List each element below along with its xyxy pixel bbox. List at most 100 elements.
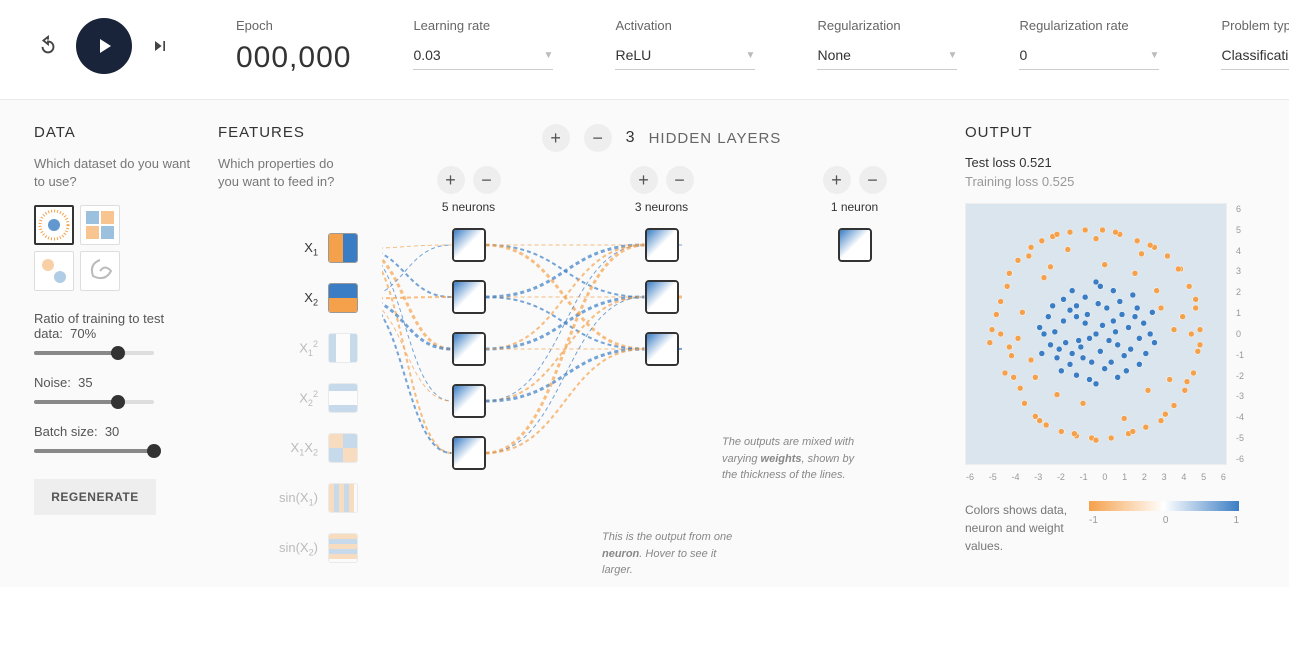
data-panel: DATA Which dataset do you want to use? [34, 124, 194, 563]
epoch-value: 000,000 [236, 41, 351, 75]
neuron-0-4[interactable] [452, 436, 486, 470]
problem-type-label: Problem type [1221, 18, 1289, 33]
activation-select[interactable]: ReLU ▼ [615, 41, 755, 70]
feature-thumb-x2[interactable] [328, 283, 358, 313]
neurons [645, 228, 679, 366]
spiral-icon [83, 254, 117, 288]
feature-label: X22 [299, 389, 318, 408]
feature-thumb-sinx1[interactable] [328, 483, 358, 513]
ratio-block: Ratio of training to test data: 70% [34, 311, 194, 355]
colormap-ticks: -101 [1089, 515, 1239, 526]
network-panel: + − 3 HIDDEN LAYERS +−5 neurons+−3 neuro… [382, 124, 941, 563]
regularization-rate-label: Regularization rate [1019, 18, 1159, 33]
add-neuron-button[interactable]: + [437, 166, 465, 194]
top-bar: Epoch 000,000 Learning rate 0.03 ▼ Activ… [0, 0, 1289, 100]
dataset-circle[interactable] [34, 205, 74, 245]
layer-1: +− 3 neurons [630, 166, 694, 470]
noise-label: Noise: 35 [34, 375, 194, 390]
hidden-layers-label: HIDDEN LAYERS [649, 130, 782, 147]
colormap: -101 [1089, 501, 1255, 526]
neuron-0-1[interactable] [452, 280, 486, 314]
dataset-gaussian[interactable] [34, 251, 74, 291]
learning-rate-label: Learning rate [413, 18, 553, 33]
problem-type-select[interactable]: Classification ▼ [1221, 41, 1289, 70]
neuron-0-2[interactable] [452, 332, 486, 366]
feature-label: X1 [304, 240, 318, 258]
circle-icon [37, 208, 71, 242]
learning-rate-field: Learning rate 0.03 ▼ [413, 18, 553, 70]
add-neuron-button[interactable]: + [823, 166, 851, 194]
output-plot[interactable]: 6543210-1-2-3-4-5-6 -6-5-4-3-2-10123456 [965, 203, 1227, 465]
problem-type-field: Problem type Classification ▼ [1221, 18, 1289, 70]
chevron-down-icon: ▼ [746, 50, 756, 61]
feature-thumb-x1[interactable] [328, 233, 358, 263]
y-axis-ticks: 6543210-1-2-3-4-5-6 [1236, 204, 1244, 464]
feature-thumb-sinx2[interactable] [328, 533, 358, 563]
add-neuron-button[interactable]: + [630, 166, 658, 194]
step-icon [150, 36, 170, 56]
batch-slider[interactable] [34, 449, 154, 453]
regularization-rate-select[interactable]: 0 ▼ [1019, 41, 1159, 70]
neurons [838, 228, 872, 262]
layer-controls: +− [630, 166, 694, 194]
output-panel: OUTPUT Test loss 0.521 Training loss 0.5… [965, 124, 1255, 563]
output-title: OUTPUT [965, 124, 1255, 141]
step-button[interactable] [146, 32, 174, 60]
chevron-down-icon: ▼ [544, 50, 554, 61]
feature-label: sin(X2) [279, 540, 318, 558]
chevron-down-icon: ▼ [948, 50, 958, 61]
feature-label: X12 [299, 339, 318, 358]
neuron-1-0[interactable] [645, 228, 679, 262]
test-loss: Test loss 0.521 [965, 155, 1255, 170]
main: DATA Which dataset do you want to use? [0, 100, 1289, 587]
feature-x2sq: X22 [218, 383, 358, 413]
dataset-spiral[interactable] [80, 251, 120, 291]
epoch-label: Epoch [236, 18, 351, 33]
noise-slider[interactable] [34, 400, 154, 404]
remove-neuron-button[interactable]: − [473, 166, 501, 194]
neuron-0-0[interactable] [452, 228, 486, 262]
features-panel: FEATURES Which properties do you want to… [218, 124, 358, 563]
feature-list: X1X2X12X22X1X2sin(X1)sin(X2) [218, 233, 358, 563]
regularization-field: Regularization None ▼ [817, 18, 957, 70]
remove-layer-button[interactable]: − [584, 124, 612, 152]
ratio-label: Ratio of training to test data: 70% [34, 311, 194, 341]
dataset-xor[interactable] [80, 205, 120, 245]
add-layer-button[interactable]: + [542, 124, 570, 152]
feature-sinx1: sin(X1) [218, 483, 358, 513]
ratio-slider[interactable] [34, 351, 154, 355]
feature-x1: X1 [218, 233, 358, 263]
feature-label: X2 [304, 290, 318, 308]
neuron-1-1[interactable] [645, 280, 679, 314]
feature-thumb-x1sq[interactable] [328, 333, 358, 363]
learning-rate-select[interactable]: 0.03 ▼ [413, 41, 553, 70]
feature-thumb-x1x2[interactable] [328, 433, 358, 463]
reset-button[interactable] [34, 32, 62, 60]
neuron-2-0[interactable] [838, 228, 872, 262]
feature-sinx2: sin(X2) [218, 533, 358, 563]
neuron-count: 3 neurons [635, 200, 688, 214]
features-help: Which properties do you want to feed in? [218, 155, 358, 191]
colormap-bar [1089, 501, 1239, 511]
play-controls [34, 18, 174, 74]
play-icon [92, 34, 116, 58]
layer-2: +−1 neuron [823, 166, 887, 470]
neuron-0-3[interactable] [452, 384, 486, 418]
regularization-rate-field: Regularization rate 0 ▼ [1019, 18, 1159, 70]
output-legend: Colors shows data, neuron and weight val… [965, 501, 1255, 555]
regenerate-button[interactable]: REGENERATE [34, 479, 156, 515]
hidden-layers-count: 3 [626, 129, 635, 147]
output-scatter [966, 204, 1226, 464]
regularization-select[interactable]: None ▼ [817, 41, 957, 70]
x-axis-ticks: -6-5-4-3-2-10123456 [966, 472, 1226, 482]
neuron-1-2[interactable] [645, 332, 679, 366]
play-button[interactable] [76, 18, 132, 74]
remove-neuron-button[interactable]: − [859, 166, 887, 194]
network-header: + − 3 HIDDEN LAYERS [382, 124, 941, 152]
layer-0: +−5 neurons [437, 166, 501, 470]
feature-x2: X2 [218, 283, 358, 313]
neurons [452, 228, 486, 470]
feature-thumb-x2sq[interactable] [328, 383, 358, 413]
chevron-down-icon: ▼ [1150, 50, 1160, 61]
remove-neuron-button[interactable]: − [666, 166, 694, 194]
